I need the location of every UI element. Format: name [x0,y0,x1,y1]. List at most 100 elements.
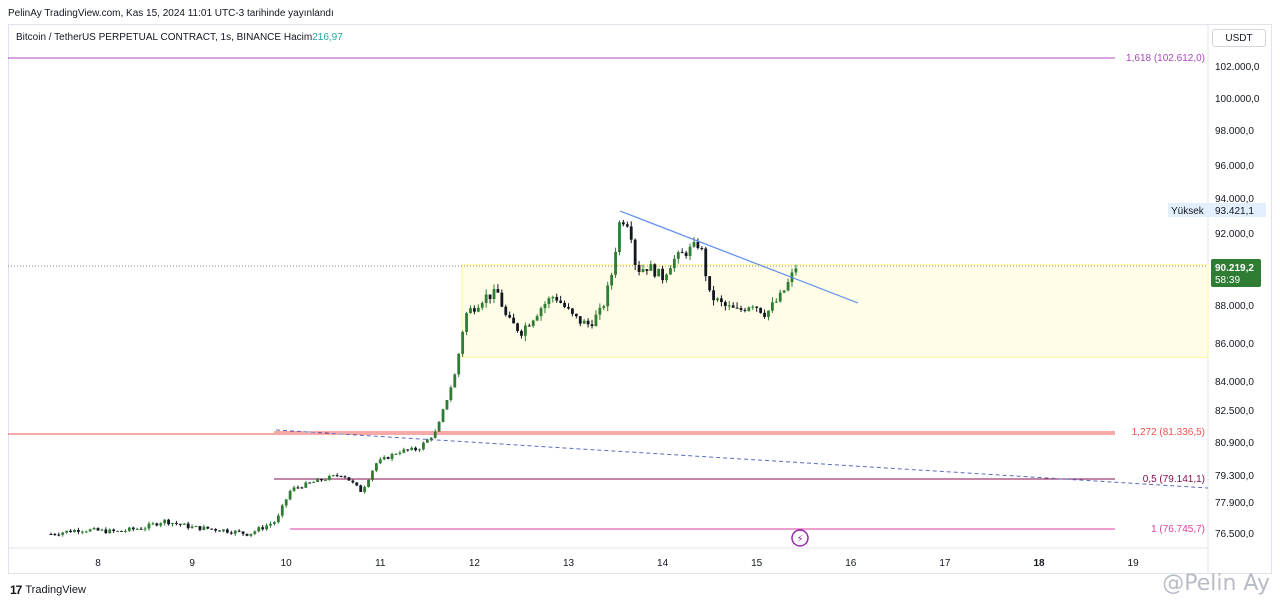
candle-body [237,530,241,532]
candle-body [437,421,441,432]
candle-body [751,306,755,308]
candle-body [100,529,104,531]
candle-body [367,479,370,488]
candle-body [92,528,96,530]
candle-body [657,268,661,277]
candle-body [265,525,268,530]
candle-body [343,476,347,478]
candle-body [84,531,88,533]
candle-body [104,529,108,534]
x-tick-label: 19 [1128,558,1140,569]
candle-body [359,485,363,492]
y-tick-label: 102.000,0 [1215,62,1260,73]
y-tick-label: 79.300,0 [1215,471,1254,482]
candle-body [339,475,343,477]
candle-body [112,529,116,532]
candle-body [316,478,319,482]
candle-body [131,527,135,530]
candle-body [665,274,668,281]
candle-body [218,530,221,532]
lightning-marker [791,529,809,547]
candle-body [147,523,151,529]
x-tick-label: 12 [469,558,481,569]
candle-body [606,285,610,307]
candle-body [473,308,476,312]
candle-body [676,252,680,259]
candle-body [653,264,657,277]
candle-body [727,305,731,307]
candle-body [512,317,516,324]
candle-body [669,268,672,275]
candle-body [629,226,633,240]
candle-body [347,477,351,481]
candle-body [543,304,547,309]
candle-body [774,301,778,303]
candle-body [492,289,496,299]
x-tick-label: 10 [281,558,293,569]
last-price-badge [1211,259,1261,287]
candle-body [167,519,170,525]
candle-body [590,324,594,327]
candle-body [202,526,206,531]
x-tick-label: 18 [1033,558,1045,569]
candle-body [731,305,735,308]
candle-body [563,302,566,307]
symbol-name: Bitcoin / TetherUS PERPETUAL CONTRACT, 1… [16,32,282,43]
candle-body [206,526,210,529]
candle-body [127,527,131,531]
symbol-title[interactable]: Bitcoin / TetherUS PERPETUAL CONTRACT, 1… [16,32,343,43]
tradingview-mark-icon: 17 [10,583,22,597]
x-tick-label: 11 [375,558,386,569]
candle-body [461,331,465,354]
candle-body [88,529,92,532]
candle-body [422,442,425,450]
candle-body [386,457,390,459]
x-tick-label: 14 [657,558,669,569]
candle-body [767,310,770,317]
candle-body [402,449,406,453]
candle-body [351,480,355,483]
candle-body [308,482,312,484]
candle-body [324,479,327,481]
range-box [461,264,1209,358]
candle-body [253,531,257,534]
candle-body [720,298,723,302]
candle-body [551,296,555,299]
tradingview-logo[interactable]: 17 TradingView [10,583,86,597]
candle-body [684,252,688,256]
y-tick-label: 77.900,0 [1215,498,1254,509]
candle-body [523,325,527,336]
candle-body [151,523,155,525]
currency-button[interactable]: USDT [1212,29,1266,47]
candle-body [692,241,696,247]
candle-body [190,526,194,529]
x-tick-label: 13 [563,558,575,569]
candle-body [425,439,429,443]
candle-body [245,533,249,536]
candle-body [194,526,198,528]
candle-body [496,289,500,293]
candle-body [618,222,621,252]
y-tick-label: 98.000,0 [1215,126,1254,137]
candle-body [296,487,300,489]
candle-body [712,290,715,301]
candle-body [76,530,80,532]
candle-body [210,528,214,530]
candle-body [480,302,484,308]
candle-body [755,306,759,308]
candle-body [504,306,508,315]
candle-body [594,314,598,327]
fib-label: 1 (76.745,7) [1151,524,1205,535]
y-tick-label: 100.000,0 [1215,94,1260,105]
candle-body [476,307,480,312]
candle-body [57,534,61,536]
candle-body [229,532,233,534]
candle-body [284,499,288,506]
candle-body [355,482,359,486]
candle-body [61,532,65,535]
candle-body [567,306,570,309]
candle-body [139,528,143,530]
chart-frame [8,24,1272,574]
candle-body [633,239,637,265]
